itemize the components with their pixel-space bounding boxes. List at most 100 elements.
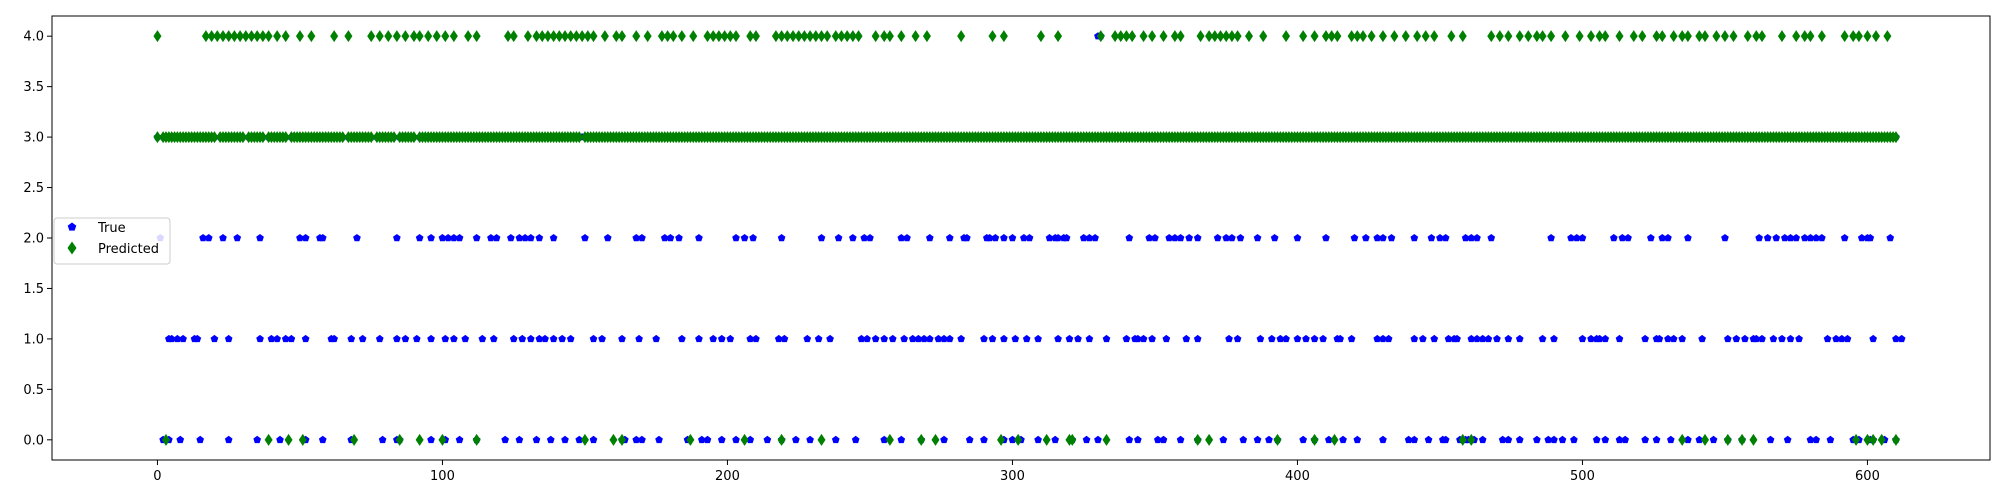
true-point bbox=[1222, 234, 1230, 242]
true-point bbox=[1892, 334, 1900, 343]
predicted-point bbox=[609, 433, 618, 446]
true-point bbox=[1567, 234, 1575, 242]
predicted-point bbox=[338, 131, 347, 144]
true-point bbox=[1213, 234, 1222, 242]
true-point bbox=[1362, 234, 1370, 242]
predicted-point bbox=[264, 30, 273, 43]
true-point bbox=[1550, 334, 1558, 343]
true-point bbox=[575, 435, 584, 444]
true-point bbox=[817, 234, 826, 242]
true-point bbox=[318, 234, 327, 242]
predicted-point bbox=[885, 433, 894, 446]
true-point bbox=[1387, 234, 1396, 242]
true-point bbox=[903, 234, 911, 242]
true-point bbox=[199, 234, 207, 242]
true-point bbox=[1806, 234, 1815, 242]
true-point bbox=[1008, 234, 1017, 242]
predicted-point bbox=[917, 433, 926, 446]
true-point bbox=[281, 334, 290, 343]
predicted-point bbox=[1524, 30, 1533, 43]
true-point bbox=[489, 334, 498, 343]
true-point bbox=[926, 334, 934, 343]
true-point bbox=[1427, 234, 1436, 242]
true-point bbox=[1667, 435, 1675, 444]
predicted-point bbox=[1538, 30, 1547, 43]
true-point bbox=[1843, 334, 1852, 343]
true-point bbox=[1610, 234, 1618, 242]
y-tick-label: 4.0 bbox=[23, 30, 44, 45]
true-point bbox=[558, 334, 566, 343]
predicted-point bbox=[1458, 30, 1467, 43]
true-point bbox=[1792, 234, 1800, 242]
predicted-point bbox=[1233, 30, 1242, 43]
predicted-point bbox=[1068, 433, 1077, 446]
true-point bbox=[1550, 435, 1558, 444]
predicted-point bbox=[600, 30, 609, 43]
true-point bbox=[301, 334, 310, 343]
true-point bbox=[814, 334, 823, 343]
predicted-point bbox=[999, 30, 1008, 43]
true-point bbox=[1253, 234, 1262, 242]
true-point bbox=[908, 334, 917, 343]
predicted-point bbox=[1723, 433, 1732, 446]
predicted-point bbox=[273, 30, 282, 43]
predicted-point bbox=[1678, 433, 1687, 446]
true-point bbox=[1641, 334, 1649, 343]
predicted-point bbox=[247, 30, 256, 43]
predicted-point bbox=[1216, 30, 1225, 43]
true-point bbox=[1000, 334, 1008, 343]
true-point bbox=[1572, 234, 1581, 242]
true-point bbox=[695, 334, 703, 343]
true-point bbox=[413, 334, 421, 343]
true-point bbox=[549, 234, 558, 242]
true-point bbox=[515, 435, 524, 444]
true-point bbox=[535, 334, 544, 343]
predicted-point bbox=[823, 30, 832, 43]
predicted-point bbox=[843, 30, 852, 43]
predicted-point bbox=[213, 30, 222, 43]
true-point bbox=[1533, 435, 1541, 444]
true-point bbox=[1228, 234, 1236, 242]
true-point bbox=[256, 234, 264, 242]
legend-pentagon-marker bbox=[67, 222, 77, 231]
true-point bbox=[267, 334, 276, 343]
predicted-point bbox=[583, 30, 592, 43]
predicted-point bbox=[1447, 30, 1456, 43]
true-point bbox=[655, 435, 663, 444]
true-point bbox=[1741, 334, 1749, 343]
true-point bbox=[1818, 234, 1826, 242]
predicted-point bbox=[1547, 30, 1556, 43]
true-point bbox=[780, 334, 789, 343]
true-point bbox=[535, 234, 544, 242]
predicted-point bbox=[1869, 433, 1878, 446]
true-point bbox=[219, 234, 227, 242]
true-point bbox=[1783, 435, 1792, 444]
predicted-point bbox=[162, 433, 170, 446]
true-point bbox=[1336, 334, 1344, 343]
predicted-point bbox=[210, 131, 219, 144]
predicted-point bbox=[561, 30, 569, 43]
predicted-point bbox=[284, 433, 293, 446]
true-point bbox=[566, 334, 575, 343]
true-point bbox=[1869, 334, 1877, 343]
true-point bbox=[675, 234, 683, 242]
predicted-point bbox=[258, 30, 267, 43]
predicted-point bbox=[1467, 433, 1476, 446]
y-tick-label: 3.5 bbox=[23, 80, 44, 95]
predicted-point bbox=[1629, 30, 1638, 43]
predicted-point bbox=[746, 30, 755, 43]
true-point bbox=[965, 435, 974, 444]
predicted-point bbox=[1883, 30, 1892, 43]
predicted-point bbox=[1695, 30, 1704, 43]
true-point bbox=[347, 334, 356, 343]
predicted-point bbox=[1096, 30, 1105, 43]
predicted-point bbox=[415, 30, 424, 43]
true-point bbox=[378, 435, 387, 444]
predicted-point bbox=[854, 30, 863, 43]
predicted-point bbox=[1196, 30, 1205, 43]
predicted-point bbox=[1227, 30, 1236, 43]
true-point bbox=[1165, 234, 1173, 242]
true-point bbox=[1151, 234, 1159, 242]
true-point bbox=[1441, 234, 1450, 242]
